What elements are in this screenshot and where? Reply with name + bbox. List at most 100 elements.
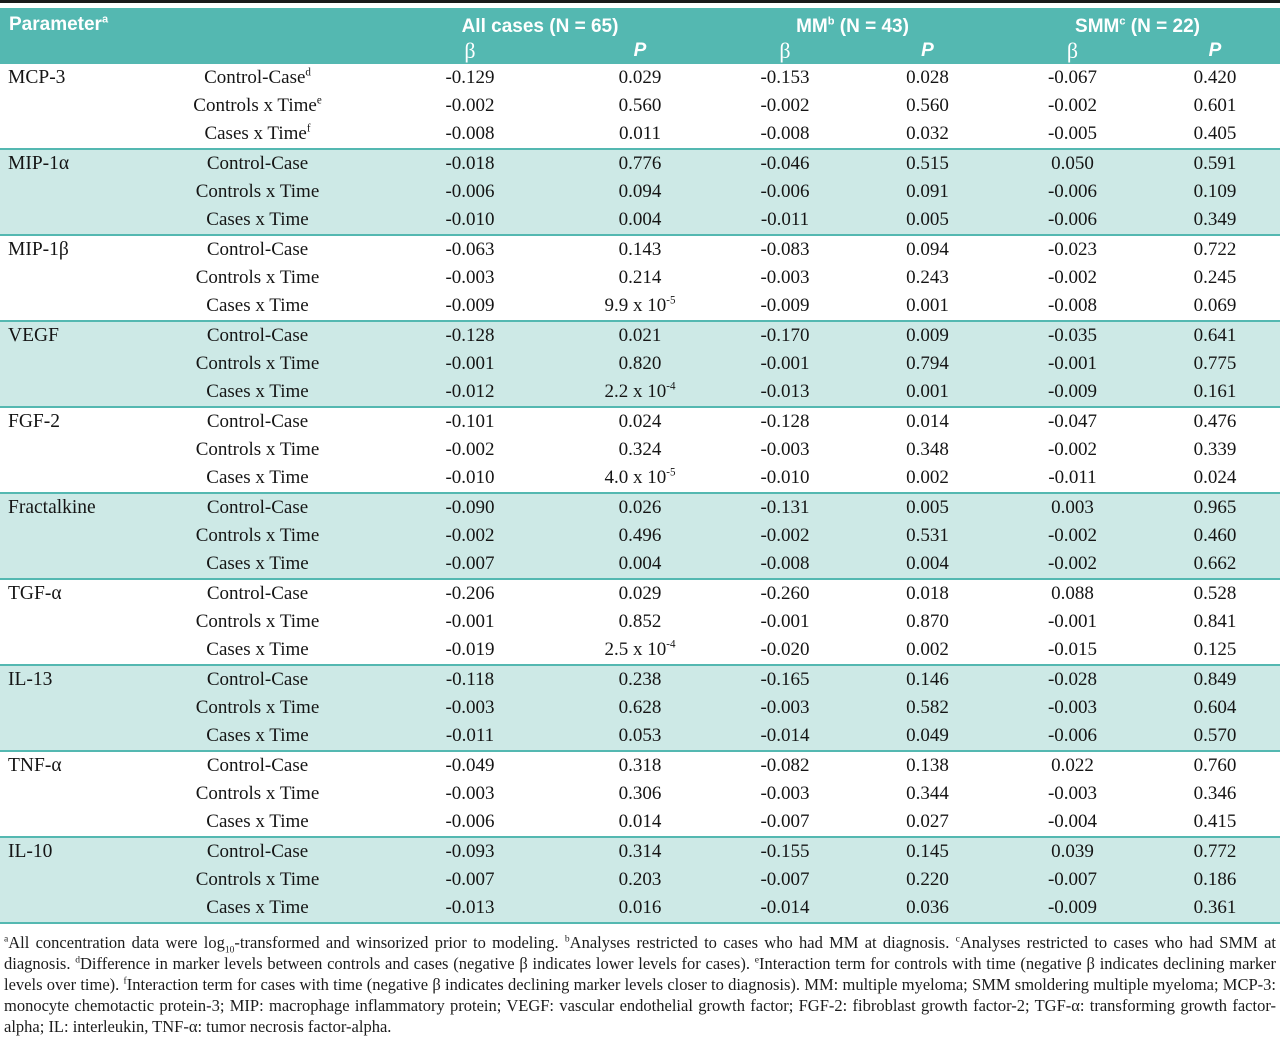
top-rule-divider (0, 0, 1280, 3)
beta-value: -0.002 (1047, 267, 1098, 288)
p-header-mm: P (860, 38, 995, 64)
parameter-name (0, 694, 145, 722)
table-row: Cases x Time -0.006 0.014 -0.007 0.027 -0.004… (0, 808, 1280, 837)
term-label: Control-Case (206, 755, 309, 776)
beta-value: 0.088 (1051, 583, 1094, 604)
p-value: 0.018 (906, 583, 949, 604)
p-value: 0.024 (618, 411, 662, 432)
parameter-group-5: Fractalkine Control-Case -0.090 0.026 -0.131… (0, 493, 1280, 579)
p-value: 0.001 (860, 378, 995, 407)
beta-header-smm: β (995, 38, 1150, 64)
p-value: 0.002 (906, 467, 949, 488)
p-header-smm: P (1150, 38, 1280, 64)
beta-value: -0.019 (445, 639, 495, 660)
beta-value: -0.008 (710, 550, 860, 579)
parameter-name: IL-10 (0, 837, 145, 866)
beta-value: -0.011 (1048, 467, 1097, 488)
p-value: 0.005 (860, 206, 995, 235)
beta-value: -0.007 (760, 811, 810, 832)
p-value: 0.021 (570, 321, 710, 350)
p-value: 0.662 (1150, 550, 1280, 579)
group-header-row: Parametera All cases (N = 65) MMb (N = 4… (0, 8, 1280, 38)
table-row: Controls x Time -0.003 0.628 -0.003 0.582 -0.… (0, 694, 1280, 722)
p-value: 0.344 (906, 783, 949, 804)
p-value: 0.641 (1150, 321, 1280, 350)
p-value: 0.028 (906, 67, 949, 88)
beta-value: -0.003 (445, 267, 495, 288)
parameter-name (0, 292, 145, 321)
p-value: 0.125 (1193, 639, 1237, 660)
p-value: 0.005 (860, 493, 995, 522)
beta-value: -0.003 (710, 694, 860, 722)
term-label: Cases x Time (145, 550, 370, 579)
beta-value: -0.003 (760, 267, 810, 288)
p-value: 0.011 (618, 123, 662, 144)
p-value: 0.628 (570, 694, 710, 722)
beta-value: -0.206 (445, 583, 495, 604)
p-value: 0.318 (618, 755, 662, 776)
p-value: 9.9 x 10-5 (604, 294, 676, 316)
p-value: 0.405 (1193, 123, 1237, 144)
p-value: 0.004 (860, 550, 995, 579)
term-label: Control-Case (145, 493, 370, 522)
beta-value: -0.003 (445, 783, 495, 804)
p-value: 0.138 (906, 755, 949, 776)
term-label: Controls x Time (145, 350, 370, 378)
parameter-group-9: IL-10 Control-Case -0.093 0.314 -0.155 0.145 0… (0, 837, 1280, 923)
beta-value: -0.001 (760, 611, 810, 632)
p-value: 0.027 (906, 811, 949, 832)
term-label: Control-Cased (204, 66, 311, 88)
beta-value: -0.002 (445, 95, 495, 116)
beta-value: -0.006 (710, 178, 860, 206)
p-value: 0.186 (1150, 866, 1280, 894)
beta-value: -0.009 (995, 378, 1150, 407)
table-row: Cases x Timef -0.008 0.011 -0.008 0.032 -0.00… (0, 120, 1280, 149)
p-value: 0.238 (570, 665, 710, 694)
beta-value: -0.014 (710, 894, 860, 923)
parameter-name (0, 636, 145, 665)
beta-value: -0.014 (710, 722, 860, 751)
p-value: 0.560 (618, 95, 662, 116)
beta-value: -0.007 (370, 550, 570, 579)
p-value: 0.415 (1193, 811, 1237, 832)
p-value: 0.026 (570, 493, 710, 522)
p-value: 0.016 (570, 894, 710, 923)
stat-header-row: β P β P β P (0, 38, 1280, 64)
beta-value: -0.001 (1047, 611, 1098, 632)
p-value: 0.014 (906, 411, 949, 432)
table-row: Cases x Time -0.019 2.5 x 10-4 -0.020 0.002 -… (0, 636, 1280, 665)
term-label: Control-Case (206, 411, 309, 432)
beta-value: -0.003 (370, 694, 570, 722)
p-value: 0.161 (1150, 378, 1280, 407)
group-header-smm: SMMc (N = 22) (995, 8, 1280, 38)
parameter-name: FGF-2 (8, 411, 61, 432)
beta-value: -0.002 (995, 550, 1150, 579)
beta-value: -0.153 (760, 67, 810, 88)
table-row: Controls x Time -0.001 0.820 -0.001 0.794 -0.… (0, 350, 1280, 378)
table-row: MIP-1α Control-Case -0.018 0.776 -0.046 0.515… (0, 149, 1280, 178)
parameter-name (0, 178, 145, 206)
p-value: 0.420 (1193, 67, 1237, 88)
p-value: 0.560 (906, 95, 949, 116)
p-header-all-cases: P (570, 38, 710, 64)
beta-value: -0.001 (445, 611, 495, 632)
parameter-name: MCP-3 (8, 67, 66, 88)
table-row: Cases x Time -0.010 4.0 x 10-5 -0.010 0.002 -… (0, 464, 1280, 493)
p-value: 0.870 (906, 611, 949, 632)
beta-value: -0.001 (370, 350, 570, 378)
beta-header-all-cases: β (370, 38, 570, 64)
parameter-group-3: VEGF Control-Case -0.128 0.021 -0.170 0.009 -0… (0, 321, 1280, 407)
p-value: 0.245 (1193, 267, 1237, 288)
p-value: 0.760 (1193, 755, 1237, 776)
parameter-name: TGF-α (8, 583, 62, 604)
parameter-name (0, 120, 145, 149)
beta-value: -0.008 (445, 123, 495, 144)
beta-value: 0.003 (995, 493, 1150, 522)
table-row: Cases x Time -0.007 0.004 -0.008 0.004 -0.002… (0, 550, 1280, 579)
p-value: 0.794 (860, 350, 995, 378)
beta-value: -0.128 (760, 411, 810, 432)
beta-value: -0.131 (710, 493, 860, 522)
p-value: 0.203 (570, 866, 710, 894)
beta-value: -0.006 (370, 178, 570, 206)
